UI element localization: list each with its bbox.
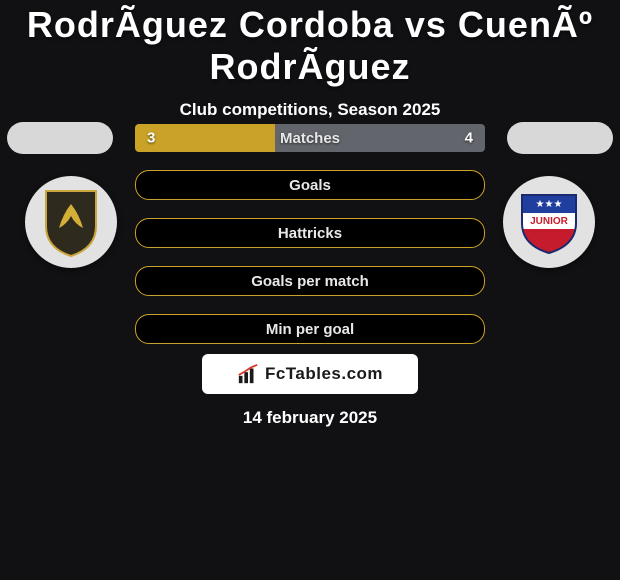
stat-label: Matches: [280, 130, 340, 147]
stat-row: Goals per match: [135, 266, 485, 296]
junior-shield-icon: ★★★ JUNIOR: [516, 189, 582, 255]
stat-value-right: 4: [465, 130, 473, 147]
brand-text: FcTables.com: [265, 364, 383, 384]
stat-row: Min per goal: [135, 314, 485, 344]
stat-label: Goals: [289, 177, 331, 194]
stat-value-left: 3: [147, 130, 155, 147]
date-text: 14 february 2025: [0, 408, 620, 428]
team-crest-right: ★★★ JUNIOR: [503, 176, 595, 268]
infographic-root: RodrÃguez Cordoba vs CuenÃº RodrÃguez Cl…: [0, 0, 620, 580]
stat-label: Goals per match: [251, 273, 369, 290]
subtitle: Club competitions, Season 2025: [0, 100, 620, 120]
stat-row: Matches 3 4: [135, 124, 485, 152]
match-title: RodrÃguez Cordoba vs CuenÃº RodrÃguez: [0, 0, 620, 88]
aguilas-shield-icon: [41, 186, 101, 258]
stat-row: Hattricks: [135, 218, 485, 248]
crest-junior-text: JUNIOR: [530, 216, 569, 227]
stat-row: Goals: [135, 170, 485, 200]
bars-icon: [237, 363, 259, 385]
team-crest-left: [25, 176, 117, 268]
stats-column: Matches 3 4 Goals Hattricks Goals per match Mi…: [135, 124, 485, 362]
player-avatar-left-pill: [7, 122, 113, 154]
stat-label: Min per goal: [266, 321, 354, 338]
crest-stars: ★★★: [536, 199, 563, 210]
stat-label: Hattricks: [278, 225, 342, 242]
brand-box: FcTables.com: [202, 354, 418, 394]
player-avatar-right-pill: [507, 122, 613, 154]
